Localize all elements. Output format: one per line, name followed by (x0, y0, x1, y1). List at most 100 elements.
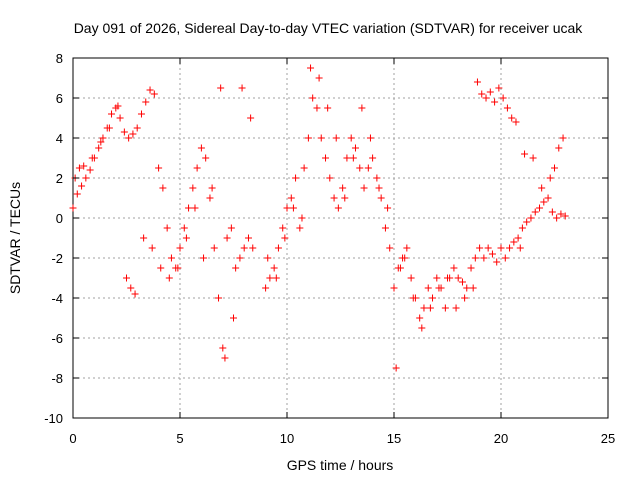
data-point (529, 154, 537, 162)
data-point (300, 164, 308, 172)
y-tick-label: -8 (51, 371, 63, 386)
data-point (392, 364, 400, 372)
data-point (189, 184, 197, 192)
data-point (373, 174, 381, 182)
data-point (182, 234, 190, 242)
data-point (548, 208, 556, 216)
data-point (488, 250, 496, 258)
data-point (150, 90, 158, 98)
data-point (304, 134, 312, 142)
data-point (69, 204, 77, 212)
data-point (221, 354, 229, 362)
grid-lines (73, 58, 608, 418)
x-tick-label: 15 (387, 431, 401, 446)
data-point (377, 194, 385, 202)
data-point (262, 284, 270, 292)
data-point (140, 234, 148, 242)
y-tick-label: -4 (51, 291, 63, 306)
data-point (557, 210, 565, 218)
data-point (364, 164, 372, 172)
data-point (287, 194, 295, 202)
data-point (292, 174, 300, 182)
data-point (495, 84, 503, 92)
data-point (347, 134, 355, 142)
data-point (176, 244, 184, 252)
x-tick-label: 25 (601, 431, 615, 446)
data-point (341, 194, 349, 202)
x-tick-label: 0 (69, 431, 76, 446)
y-tick-label: 4 (56, 131, 63, 146)
x-tick-label: 10 (280, 431, 294, 446)
data-point (266, 274, 274, 282)
data-point (86, 166, 94, 174)
data-point (75, 164, 83, 172)
data-point (441, 304, 449, 312)
data-point (469, 284, 477, 292)
data-point (401, 254, 409, 262)
data-point (536, 204, 544, 212)
data-point (512, 118, 520, 126)
data-point (167, 254, 175, 262)
data-point (343, 154, 351, 162)
data-point (429, 294, 437, 302)
data-point (467, 264, 475, 272)
data-point (289, 204, 297, 212)
data-point (217, 84, 225, 92)
data-point (133, 124, 141, 132)
data-point (471, 254, 479, 262)
data-point (105, 124, 113, 132)
data-point (491, 98, 499, 106)
data-point (381, 224, 389, 232)
plot-frame (72, 57, 609, 419)
data-point (518, 224, 526, 232)
data-point (206, 194, 214, 202)
data-point (270, 264, 278, 272)
data-point (120, 128, 128, 136)
data-point (473, 78, 481, 86)
data-point (82, 174, 90, 182)
data-point (88, 154, 96, 162)
chart-title: Day 091 of 2026, Sidereal Day-to-day VTE… (74, 20, 584, 36)
data-point (315, 74, 323, 82)
data-point (131, 290, 139, 298)
data-point (521, 150, 529, 158)
data-point (356, 164, 364, 172)
data-point (559, 134, 567, 142)
y-tick-label: 6 (56, 91, 63, 106)
data-point (358, 104, 366, 112)
data-point (403, 244, 411, 252)
data-point (127, 284, 135, 292)
data-point (238, 84, 246, 92)
data-point (390, 284, 398, 292)
data-point (366, 134, 374, 142)
data-point (538, 184, 546, 192)
data-point (454, 274, 462, 282)
data-point (523, 218, 531, 226)
data-point (551, 164, 558, 172)
data-point (116, 114, 124, 122)
data-point (317, 134, 325, 142)
data-point (274, 244, 282, 252)
data-point (148, 244, 156, 252)
data-point (244, 234, 252, 242)
data-point (349, 154, 357, 162)
data-point (458, 278, 466, 286)
data-point (159, 184, 167, 192)
data-point (424, 284, 432, 292)
data-point (360, 184, 368, 192)
data-point (433, 274, 441, 282)
data-points (69, 64, 569, 372)
data-point (326, 174, 334, 182)
data-point (476, 244, 484, 252)
data-point (540, 198, 548, 206)
data-point (555, 144, 563, 152)
data-point (407, 274, 415, 282)
data-point (99, 134, 107, 142)
data-point (191, 204, 199, 212)
data-point (230, 314, 237, 322)
data-point (499, 94, 507, 102)
data-point (486, 88, 494, 96)
data-point (97, 138, 105, 146)
data-point (108, 110, 116, 118)
data-point (506, 244, 514, 252)
